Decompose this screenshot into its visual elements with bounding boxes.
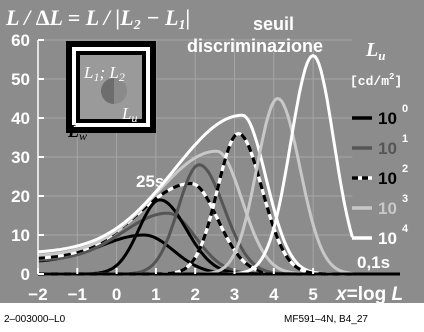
x-axis-label-log: log (358, 284, 387, 305)
x-tick-label--2: −2 (28, 285, 47, 304)
title-bar: | (186, 5, 191, 30)
x-tick-label-3: 3 (230, 285, 239, 304)
x-axis-label-l: L (391, 284, 403, 305)
x-axis-label-x: x (335, 284, 348, 305)
y-tick-label-40: 40 (11, 109, 30, 128)
legend-label-3: 10 (378, 199, 397, 218)
legend-exp-1: 1 (402, 133, 408, 145)
inset-label-lu-sub: u (131, 111, 137, 125)
legend-exp-3: 3 (402, 193, 408, 205)
y-tick-label-20: 20 (11, 187, 30, 206)
x-tick-labels: −2 −1 0 1 2 3 4 5 (28, 268, 318, 304)
x-tick-label-1: 1 (151, 285, 160, 304)
title-sub1: 1 (179, 18, 186, 33)
title-minus: − L (141, 5, 179, 30)
inset-label-lw-main: L (67, 121, 79, 141)
y-tick-label-60: 60 (11, 31, 30, 50)
inset-left-half-disk (101, 78, 114, 104)
x-axis-label: x=log L (335, 284, 403, 305)
legend-exp-2: 2 (402, 163, 408, 175)
x-tick-label-4: 4 (269, 285, 279, 304)
y-tick-label-30: 30 (11, 148, 30, 167)
inset-label-lu: Lu (121, 104, 137, 125)
legend-unit-post: ] (394, 74, 402, 89)
x-axis-label-eq: = (347, 284, 358, 305)
legend-unit: [cd/m2] (350, 72, 402, 89)
inset-label-sep: ; (99, 63, 109, 82)
annotation-0-1s: 0,1s (357, 253, 390, 272)
inset-label-lu-main: L (121, 104, 131, 123)
y-tick-label-50: 50 (11, 70, 30, 89)
inset-label-lw-sub: w (79, 129, 87, 143)
y-tick-labels: 0 10 20 30 40 50 60 (11, 31, 44, 284)
footer-left: 2–003000–L0 (4, 314, 66, 325)
inset-label-l1: L (83, 63, 93, 82)
legend-unit-sup: 2 (389, 72, 394, 82)
inset-label-l2: L (108, 63, 118, 82)
inset-diagram: L1; L2 Lu (66, 41, 156, 133)
title-pre: L / (5, 5, 36, 30)
x-tick-label-5: 5 (308, 285, 317, 304)
footer-right: MF591–4N, B4_27 (284, 314, 368, 325)
inset-right-half-disk (114, 78, 127, 104)
curve-4 (37, 113, 353, 276)
legend-label-1: 10 (378, 139, 397, 158)
legend-label-2: 10 (378, 169, 397, 188)
chart-subtitle-2: discriminazione (187, 36, 323, 56)
x-tick-label-2: 2 (190, 285, 199, 304)
legend-entries: 10 0 10 1 10 2 10 3 10 4 (352, 103, 409, 248)
legend-exp-4: 4 (402, 223, 409, 235)
legend-label-0: 10 (378, 109, 397, 128)
chart-title: L / ΔL = L / |L2 − L1| (5, 5, 190, 33)
chart-subtitle: seuil (253, 14, 294, 34)
y-tick-label-0: 0 (21, 265, 30, 284)
legend-title-main: L (365, 39, 378, 61)
legend-title-sub: u (378, 48, 385, 63)
legend-label-4: 10 (378, 229, 397, 248)
inset-label-lw: Lw (67, 121, 87, 143)
x-tick-label--1: −1 (68, 285, 87, 304)
legend-exp-0: 0 (402, 103, 408, 115)
legend-unit-pre: [cd/m (350, 74, 389, 89)
legend-title: Lu (365, 39, 385, 63)
inset-label-l2-sub: 2 (119, 70, 125, 84)
x-tick-label-0: 0 (112, 285, 121, 304)
inset-label-l1-l2: L1; L2 (83, 63, 125, 84)
title-mid: L = L / |L (49, 5, 134, 30)
annotation-25s: 25s (136, 172, 164, 191)
inset-label-l1-sub: 1 (93, 70, 99, 84)
title-sub2: 2 (133, 18, 141, 33)
y-tick-label-10: 10 (11, 226, 30, 245)
title-delta: Δ (36, 5, 50, 30)
